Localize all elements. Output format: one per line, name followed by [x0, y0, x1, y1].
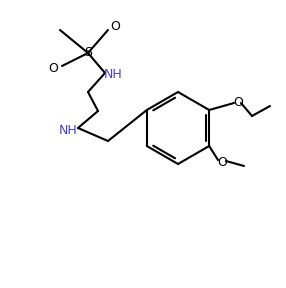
- Text: S: S: [84, 46, 92, 60]
- Text: NH: NH: [59, 124, 78, 137]
- Text: O: O: [233, 96, 243, 109]
- Text: O: O: [48, 62, 58, 75]
- Text: NH: NH: [104, 69, 122, 82]
- Text: O: O: [110, 20, 120, 33]
- Text: O: O: [217, 156, 227, 168]
